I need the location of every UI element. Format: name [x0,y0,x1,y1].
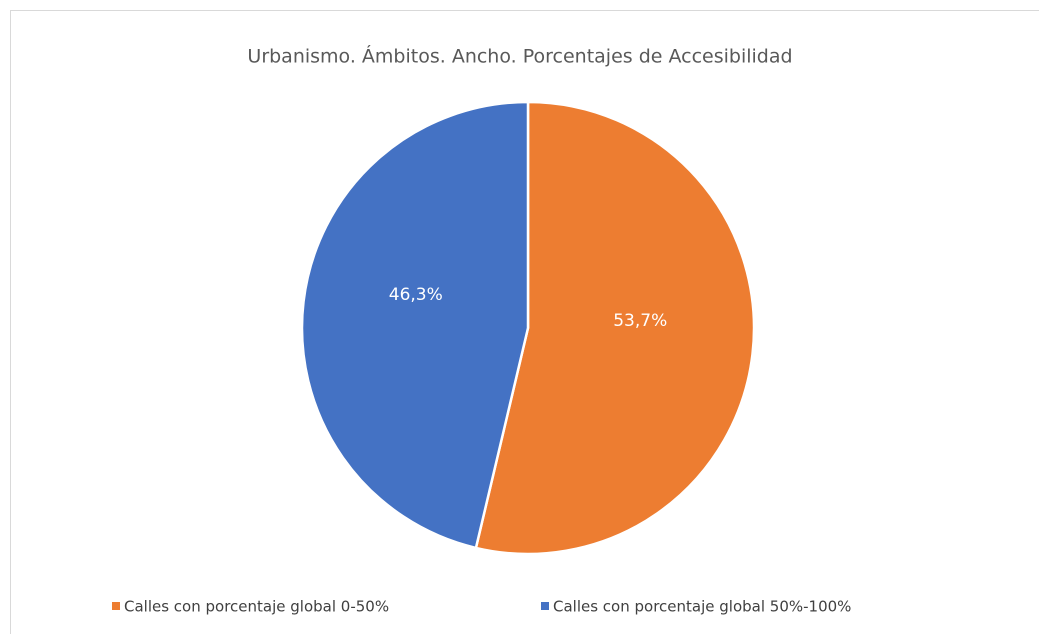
data-label: 53,7% [613,311,667,331]
pie-slice [300,100,530,550]
legend-label: Calles con porcentaje global 0-50% [124,598,389,616]
pie-slice [474,100,756,556]
legend-label: Calles con porcentaje global 50%-100% [553,598,851,616]
chart-title: Urbanismo. Ámbitos. Ancho. Porcentajes d… [247,45,792,68]
data-label: 46,3% [389,285,443,305]
legend-swatch [112,602,120,610]
legend-swatch [541,602,549,610]
